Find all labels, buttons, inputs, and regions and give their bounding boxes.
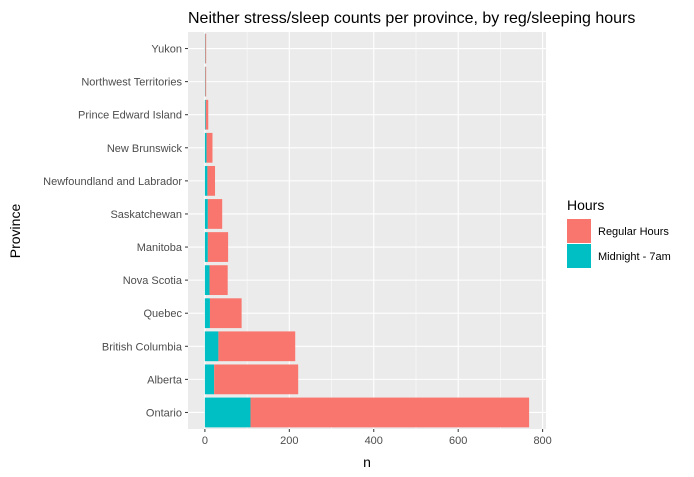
x-axis: 0 200 400 600 800 <box>202 429 552 447</box>
bar-northwest-territories-regular-hours <box>205 66 207 97</box>
bar-newfoundland-and-labrador-regular-hours <box>207 165 216 196</box>
legend-key-regular-hours <box>567 219 591 243</box>
x-tick-label: 400 <box>365 435 383 447</box>
bar-manitoba-midnight-7am <box>204 232 208 262</box>
y-tick-label-newfoundland-and-labrador: Newfoundland and Labrador <box>43 176 182 188</box>
y-tick-label-northwest-territories: Northwest Territories <box>81 77 182 89</box>
x-tick-label: 600 <box>449 435 467 447</box>
bar-prince-edward-island-midnight-7am <box>204 99 206 130</box>
legend-label-midnight-7am: Midnight - 7am <box>598 251 671 263</box>
y-tick-label-nova-scotia: Nova Scotia <box>123 275 183 287</box>
bar-new-brunswick-regular-hours <box>206 132 213 163</box>
legend-title: Hours <box>567 197 604 213</box>
y-tick-label-yukon: Yukon <box>151 44 182 56</box>
bar-newfoundland-and-labrador-midnight-7am <box>204 165 208 196</box>
x-tick-label: 0 <box>202 435 208 447</box>
chart-title: Neither stress/sleep counts per province… <box>188 10 635 27</box>
y-tick-label-british-columbia: British Columbia <box>102 341 183 353</box>
bar-saskatchewan-midnight-7am <box>204 199 208 229</box>
panel-background <box>188 32 546 429</box>
x-axis-title: n <box>363 454 371 470</box>
y-tick-label-ontario: Ontario <box>146 407 182 419</box>
x-tick-label: 200 <box>280 435 298 447</box>
bar-alberta-midnight-7am <box>204 364 215 395</box>
bar-quebec-midnight-7am <box>204 298 210 329</box>
bar-prince-edward-island-regular-hours <box>205 99 209 130</box>
bar-saskatchewan-regular-hours <box>207 199 223 229</box>
bar-new-brunswick-midnight-7am <box>204 132 207 163</box>
bar-nova-scotia-regular-hours <box>209 265 228 296</box>
y-tick-label-prince-edward-island: Prince Edward Island <box>78 110 182 122</box>
bar-manitoba-regular-hours <box>207 232 229 262</box>
y-tick-label-saskatchewan: Saskatchewan <box>110 209 182 221</box>
y-tick-label-manitoba: Manitoba <box>137 242 183 254</box>
bar-ontario-regular-hours <box>250 397 530 428</box>
bar-yukon-regular-hours <box>205 33 207 64</box>
bar-nova-scotia-midnight-7am <box>204 265 210 296</box>
bar-british-columbia-midnight-7am <box>204 331 219 362</box>
y-axis-title: Province <box>7 204 23 259</box>
bar-ontario-midnight-7am <box>204 397 251 428</box>
y-tick-label-quebec: Quebec <box>143 308 182 320</box>
bar-quebec-regular-hours <box>209 298 242 329</box>
legend: Hours Regular Hours Midnight - 7am <box>567 197 671 268</box>
legend-key-midnight-7am <box>567 244 591 268</box>
y-tick-label-new-brunswick: New Brunswick <box>107 143 183 155</box>
y-tick-label-alberta: Alberta <box>147 374 183 386</box>
x-tick-label: 800 <box>533 435 551 447</box>
bar-alberta-regular-hours <box>214 364 299 395</box>
y-axis: Ontario Alberta British Columbia Quebec Nova… <box>43 44 188 419</box>
legend-label-regular-hours: Regular Hours <box>598 226 669 238</box>
bar-british-columbia-regular-hours <box>218 331 296 362</box>
bars <box>204 33 530 428</box>
